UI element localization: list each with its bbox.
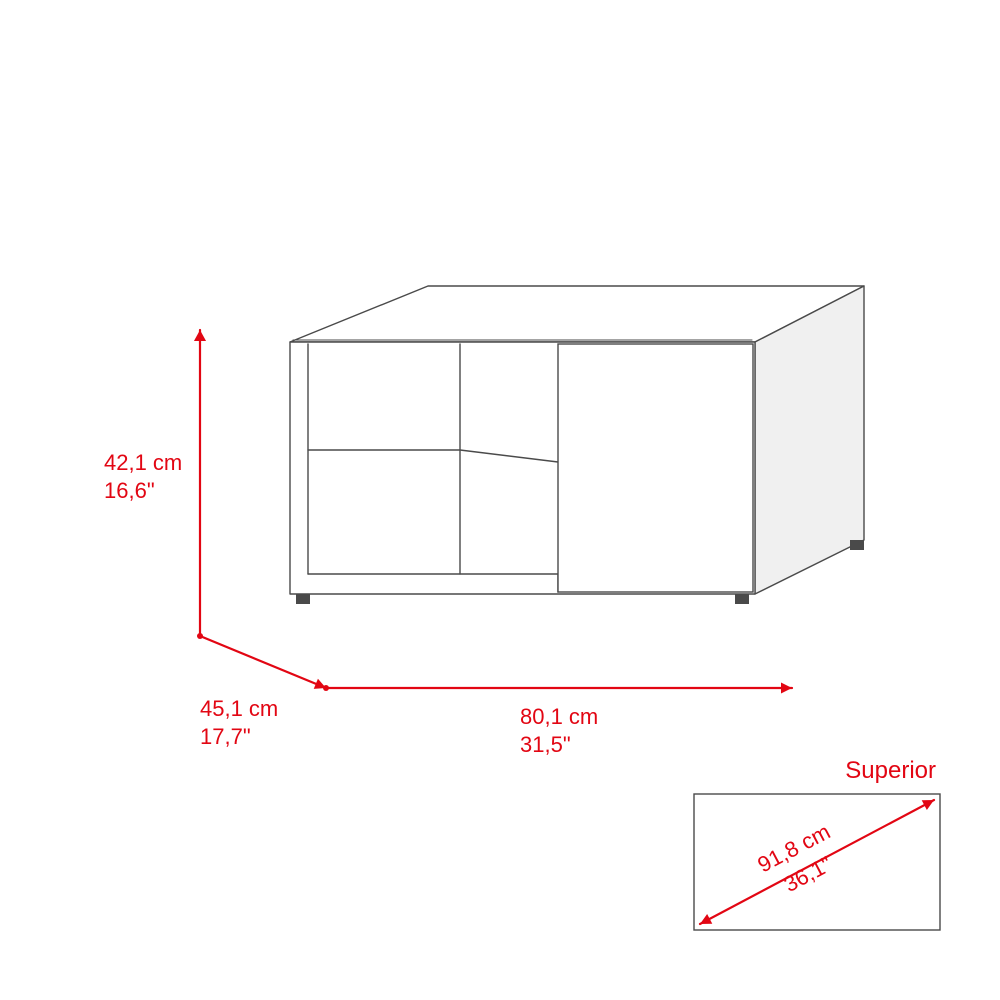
width-cm: 80,1 cm [520,704,598,729]
width-in: 31,5" [520,732,571,757]
diagonal-inset: Superior91,8 cm36,1" [694,757,940,930]
furniture-drawing [290,286,864,604]
depth-cm: 45,1 cm [200,696,278,721]
depth-in: 17,7" [200,724,251,749]
height-cm: 42,1 cm [104,450,182,475]
diagonal-title: Superior [845,757,936,784]
height-in: 16,6" [104,478,155,503]
